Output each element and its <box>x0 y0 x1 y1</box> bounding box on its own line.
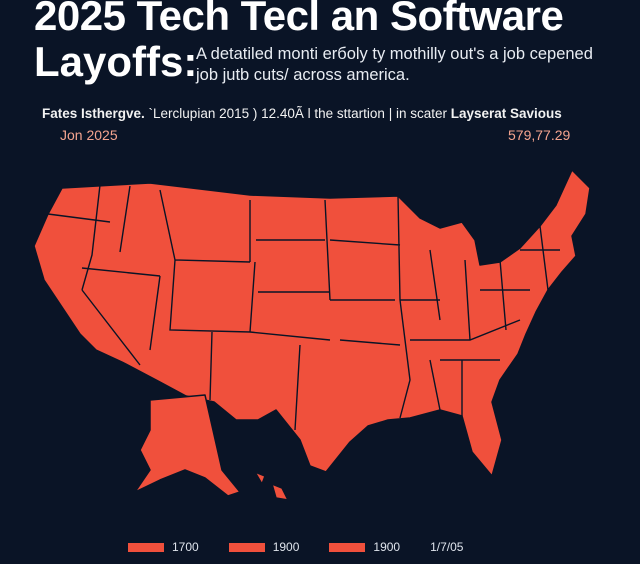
info-trail: Layserat Savious <box>450 106 562 121</box>
page-title-line2: Layoffs: <box>34 38 198 85</box>
contiguous-us <box>33 169 591 477</box>
page-title: 2025 Tech Tecl an Software <box>34 0 564 39</box>
legend-swatch <box>128 542 164 552</box>
legend-item: 1900 <box>329 540 400 554</box>
legend-label: 1900 <box>272 540 300 554</box>
legend-item: 1/7/05 <box>430 540 463 554</box>
info-lead: Fates Isthergve. <box>42 106 145 121</box>
legend-item: 1700 <box>128 540 199 554</box>
legend-label: 1/7/05 <box>430 540 464 554</box>
legend-swatch <box>329 542 366 552</box>
subtitle: A detatiled monti erбoly ty mothilly out… <box>196 45 593 84</box>
date-label: Jon 2025 <box>60 127 118 143</box>
legend-label: 1700 <box>172 540 199 554</box>
info-middle: `Lerclupian 2015 ) 12.40Ã l the sttartio… <box>144 106 451 121</box>
legend-item: 1900 <box>228 540 300 554</box>
info-line: Fates Isthergve. `Lerclupian 2015 ) 12.4… <box>42 106 562 121</box>
alaska <box>134 394 241 497</box>
state-borders <box>47 184 560 431</box>
us-map <box>33 169 591 501</box>
total-value: 579,77.29 <box>508 127 571 143</box>
hawaii <box>254 471 289 501</box>
legend: 1700 1900 1900 1/7/05 <box>128 540 493 554</box>
legend-swatch <box>228 542 265 552</box>
legend-label: 1900 <box>373 540 401 554</box>
